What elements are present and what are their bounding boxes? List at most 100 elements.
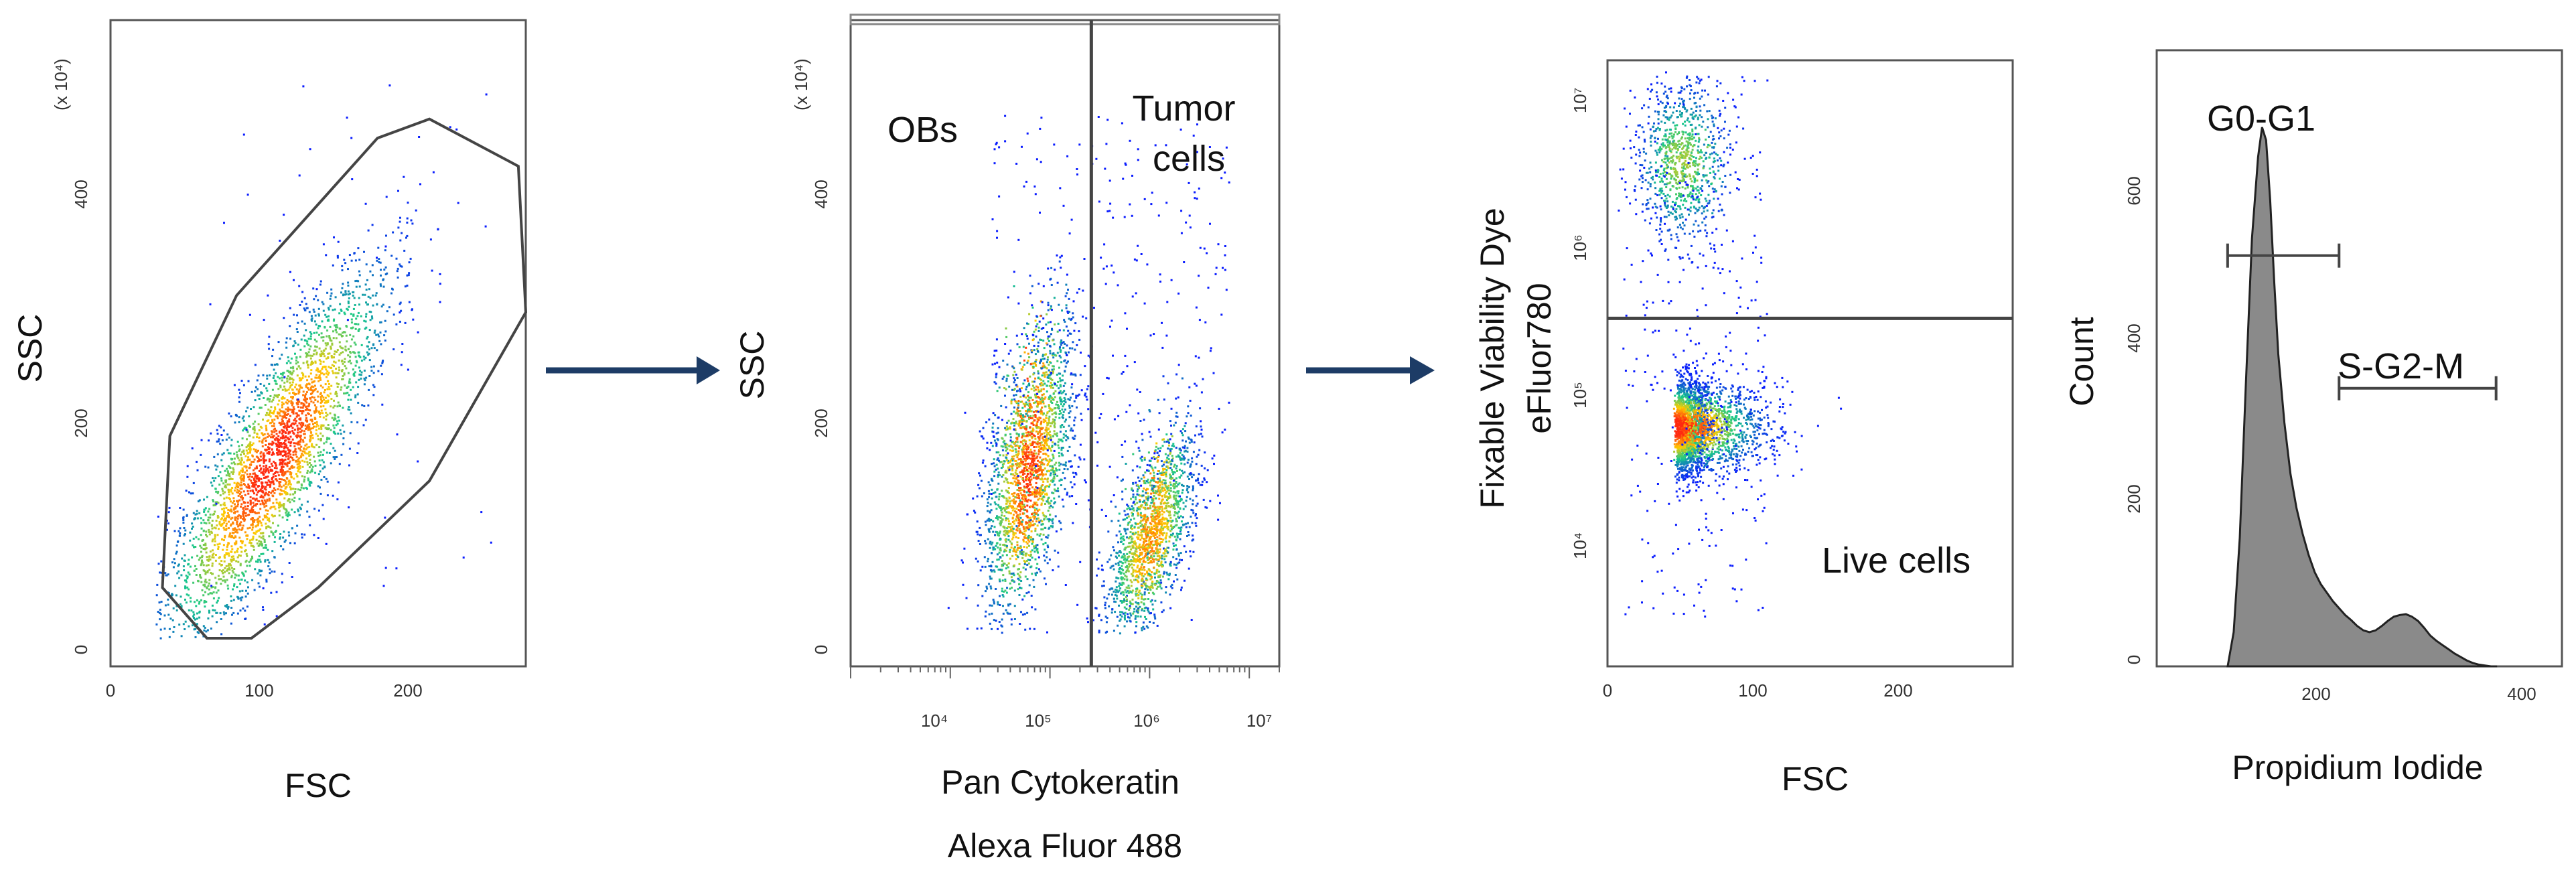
- event-dot: [401, 343, 404, 345]
- event-dot: [301, 377, 304, 379]
- event-dot: [294, 352, 296, 355]
- event-dot: [1033, 488, 1036, 491]
- event-dot: [283, 472, 286, 475]
- event-dot: [1019, 441, 1022, 443]
- event-dot: [1005, 406, 1007, 409]
- event-dot: [253, 486, 256, 488]
- event-dot: [226, 483, 229, 486]
- event-dot: [1031, 573, 1033, 575]
- event-dot: [377, 370, 380, 372]
- event-dot: [208, 558, 210, 561]
- event-dot: [997, 475, 999, 478]
- event-dot: [1050, 500, 1053, 502]
- event-dot: [1044, 457, 1047, 460]
- event-dot: [232, 536, 235, 539]
- event-dot: [1011, 509, 1014, 512]
- event-dot: [1042, 449, 1045, 451]
- event-dot: [291, 527, 293, 530]
- event-dot: [293, 429, 296, 431]
- event-dot: [247, 458, 249, 461]
- event-dot: [255, 489, 258, 492]
- event-dot: [228, 478, 230, 481]
- event-dot: [253, 520, 255, 522]
- event-dot: [321, 453, 324, 456]
- event-dot: [276, 451, 279, 454]
- event-dot: [1030, 422, 1033, 425]
- event-dot: [309, 440, 311, 443]
- event-dot: [279, 384, 282, 387]
- event-dot: [1046, 536, 1049, 539]
- event-dot: [336, 392, 338, 395]
- event-dot: [1017, 517, 1019, 520]
- event-dot: [1014, 441, 1017, 443]
- event-dot: [1056, 474, 1059, 477]
- event-dot: [1006, 421, 1009, 424]
- event-dot: [338, 359, 340, 362]
- event-dot: [348, 409, 351, 411]
- event-dot: [281, 435, 284, 438]
- event-dot: [303, 398, 306, 400]
- event-dot: [210, 586, 213, 589]
- event-dot: [248, 541, 251, 544]
- event-dot: [287, 400, 290, 402]
- event-dot: [266, 420, 269, 423]
- event-dot: [342, 375, 344, 377]
- event-dot: [321, 386, 324, 389]
- event-dot: [991, 497, 993, 500]
- event-dot: [354, 371, 356, 374]
- event-dot: [979, 543, 981, 545]
- event-dot: [320, 478, 323, 481]
- event-dot: [288, 392, 291, 394]
- event-dot: [332, 447, 335, 449]
- event-dot: [1029, 457, 1032, 460]
- event-dot: [332, 330, 334, 333]
- event-dot: [268, 561, 271, 564]
- event-dot: [200, 527, 203, 530]
- event-dot: [313, 417, 316, 419]
- event-dot: [1042, 437, 1044, 439]
- event-dot: [309, 354, 311, 357]
- event-dot: [986, 447, 989, 449]
- event-dot: [336, 456, 338, 458]
- event-dot: [240, 551, 243, 553]
- event-dot: [1009, 603, 1011, 605]
- event-dot: [257, 449, 259, 452]
- event-dot: [236, 531, 239, 534]
- event-dot: [269, 572, 271, 575]
- event-dot: [316, 400, 319, 403]
- event-dot: [231, 548, 234, 551]
- event-dot: [311, 465, 314, 468]
- event-dot: [216, 453, 219, 455]
- exponent-label: (x 10⁴): [791, 58, 811, 111]
- event-dot: [305, 329, 307, 332]
- event-dot: [204, 544, 207, 546]
- event-dot: [301, 372, 303, 374]
- event-dot: [244, 549, 247, 552]
- event-dot: [1037, 568, 1040, 571]
- event-dot: [310, 431, 313, 434]
- event-dot: [1047, 321, 1050, 324]
- event-dot: [157, 611, 159, 613]
- event-dot: [317, 438, 320, 441]
- event-dot: [222, 544, 225, 546]
- event-dot: [1037, 402, 1040, 405]
- event-dot: [1003, 480, 1005, 483]
- event-dot: [319, 396, 322, 398]
- event-dot: [1055, 467, 1057, 470]
- event-dot: [1035, 452, 1037, 455]
- event-dot: [230, 599, 232, 602]
- event-dot: [327, 380, 330, 382]
- event-dot: [350, 362, 352, 365]
- event-dot: [245, 559, 248, 562]
- event-dot: [1009, 505, 1011, 508]
- event-dot: [1028, 540, 1031, 543]
- event-dot: [1056, 352, 1059, 354]
- event-dot: [260, 471, 263, 474]
- event-dot: [246, 605, 248, 608]
- event-dot: [1040, 519, 1042, 522]
- event-dot: [318, 427, 320, 430]
- event-dot: [1052, 441, 1054, 443]
- event-dot: [255, 488, 257, 490]
- event-dot: [193, 518, 196, 520]
- event-dot: [1078, 338, 1081, 341]
